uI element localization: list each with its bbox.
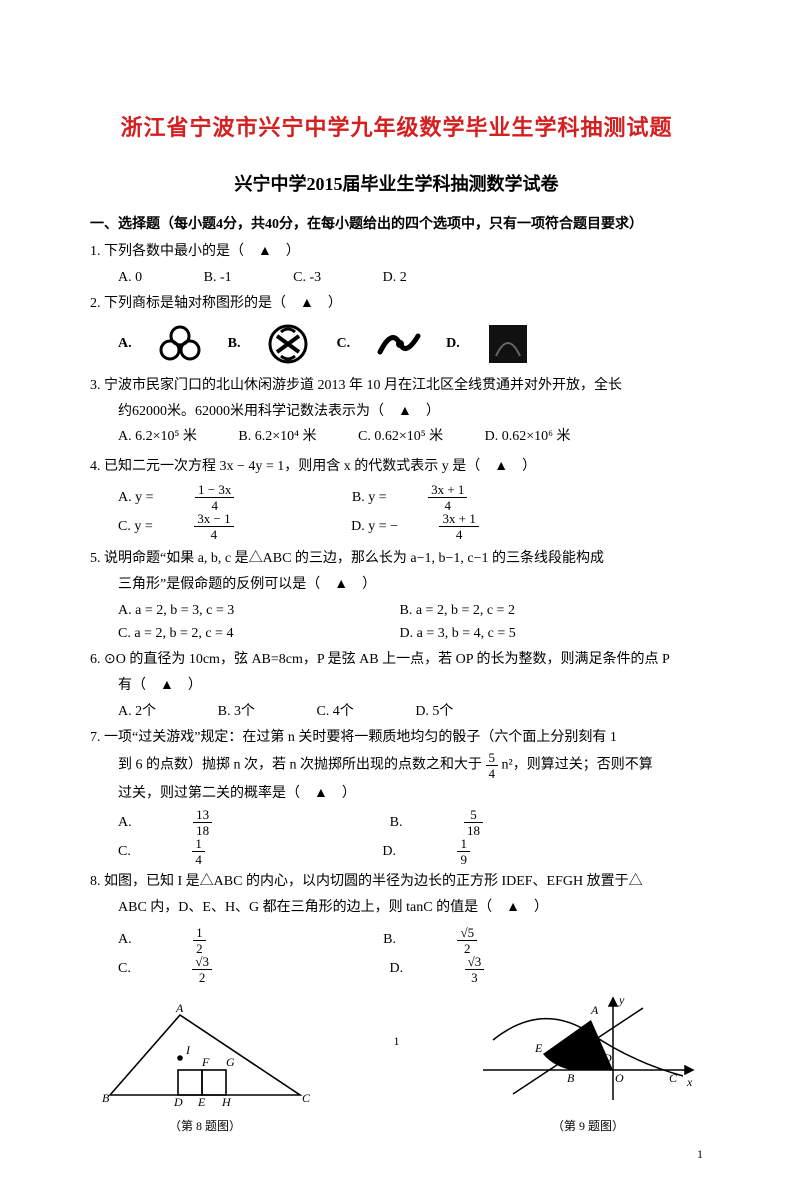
svg-text:C: C — [302, 1091, 311, 1105]
q5-options-row1: A. a = 2, b = 3, c = 3 B. a = 2, b = 2, … — [90, 599, 703, 623]
q2-D-label: D. — [446, 336, 460, 352]
q8-stem1: 8. 如图，已知 I 是△ABC 的内心，以内切圆的半径为边长的正方形 IDEF… — [90, 870, 703, 894]
q4-stem: 4. 已知二元一次方程 3x − 4y = 1，则用含 x 的代数式表示 y 是… — [90, 455, 703, 479]
svg-text:F: F — [201, 1055, 210, 1069]
q8-options: A. 12 B. √52 C. √32 D. √33 — [90, 926, 703, 984]
svg-text:D: D — [602, 1051, 612, 1065]
sub-title: 兴宁中学2015届毕业生学科抽测数学试卷 — [90, 170, 703, 196]
svg-text:B: B — [567, 1071, 575, 1085]
q4-options: A. y = 1 − 3x4 B. y = 3x + 14 C. y = 3x … — [90, 483, 703, 541]
knot-logo-icon — [150, 320, 210, 368]
figure-row: A B C D E H I F G （第 8 题图） — [90, 990, 703, 1134]
q5-stem1: 5. 说明命题“如果 a, b, c 是△ABC 的三边，那么长为 a−1, b… — [90, 547, 703, 571]
q6-B: B. 3个 — [218, 700, 255, 724]
q5-stem2: 三角形”是假命题的反例可以是（ ▲ ） — [90, 573, 703, 597]
q2-B-label: B. — [228, 336, 241, 352]
figure-9: A E B D O C x y （第 9 题图） — [473, 990, 703, 1134]
q7-B: B. 518 — [390, 808, 599, 837]
q4-B: B. y = 3x + 14 — [352, 483, 544, 512]
svg-text:A: A — [590, 1003, 599, 1017]
q6-A: A. 2个 — [118, 700, 156, 724]
figure-8-caption: （第 8 题图） — [90, 1117, 320, 1134]
q7-stem2: 到 6 的点数）抛掷 n 次，若 n 次抛掷所出现的点数之和大于 54 n²，则… — [90, 751, 703, 780]
figure-9-caption: （第 9 题图） — [473, 1117, 703, 1134]
q1-options: A. 0 B. -1 C. -3 D. 2 — [90, 266, 703, 290]
q1-B: B. -1 — [204, 266, 232, 290]
q3-stem2: 约62000米。62000米用科学记数法表示为（ ▲ ） — [90, 400, 703, 424]
svg-text:B: B — [102, 1091, 110, 1105]
q2-C-label: C. — [336, 336, 350, 352]
svg-text:A: A — [175, 1001, 184, 1015]
q7-stem1: 7. 一项“过关游戏”规定：在过第 n 关时要将一颗质地均匀的骰子（六个面上分别… — [90, 726, 703, 750]
q4-A: A. y = 1 − 3x4 — [118, 483, 310, 512]
q1-C: C. -3 — [293, 266, 321, 290]
svg-text:C: C — [669, 1071, 678, 1085]
q7-A: A. 1318 — [118, 808, 328, 837]
figure-8: A B C D E H I F G （第 8 题图） — [90, 1000, 320, 1134]
q5-A: A. a = 2, b = 3, c = 3 — [118, 599, 358, 623]
main-title: 浙江省宁波市兴宁中学九年级数学毕业生学科抽测试题 — [90, 110, 703, 142]
q4-A-pre: A. y = — [118, 486, 154, 510]
q7-options: A. 1318 B. 518 C. 14 D. 19 — [90, 808, 703, 866]
svg-text:I: I — [185, 1043, 191, 1057]
q1-stem: 1. 下列各数中最小的是（ ▲ ） — [90, 240, 703, 264]
svg-text:H: H — [221, 1095, 232, 1109]
svg-text:x: x — [686, 1075, 693, 1089]
q6-D: D. 5个 — [415, 700, 453, 724]
page-number-right: 1 — [697, 1147, 703, 1162]
q2-A-label: A. — [118, 336, 132, 352]
page-number-center: 1 — [394, 1034, 400, 1049]
q2-options: A. B. C. D. — [90, 320, 703, 368]
exam-page: 浙江省宁波市兴宁中学九年级数学毕业生学科抽测试题 兴宁中学2015届毕业生学科抽… — [0, 0, 793, 1194]
q4-B-pre: B. y = — [352, 486, 387, 510]
q1-D: D. 2 — [383, 266, 407, 290]
svg-text:E: E — [534, 1041, 543, 1055]
q4-D-pre: D. y = − — [351, 515, 398, 539]
svg-text:G: G — [226, 1055, 235, 1069]
q5-C: C. a = 2, b = 2, c = 4 — [118, 622, 358, 646]
q5-B: B. a = 2, b = 2, c = 2 — [400, 599, 515, 623]
q6-C: C. 4个 — [316, 700, 353, 724]
section-1-heading: 一、选择题（每小题4分，共40分，在每小题给出的四个选项中，只有一项符合题目要求… — [90, 214, 703, 236]
svg-text:O: O — [615, 1071, 624, 1085]
q6-stem2: 有（ ▲ ） — [90, 674, 703, 698]
svg-text:E: E — [197, 1095, 206, 1109]
svg-text:y: y — [618, 993, 625, 1007]
q7-stem3: 过关，则过第二关的概率是（ ▲ ） — [90, 782, 703, 806]
q3-D: D. 0.62×10⁶ 米 — [485, 425, 571, 449]
q3-C: C. 0.62×10⁵ 米 — [358, 425, 443, 449]
q7-D: D. 19 — [382, 837, 586, 866]
q1-A: A. 0 — [118, 266, 142, 290]
q4-C-pre: C. y = — [118, 515, 153, 539]
q5-D: D. a = 3, b = 4, c = 5 — [400, 622, 516, 646]
q3-B: B. 6.2×10⁴ 米 — [238, 425, 316, 449]
q8-B: B. √52 — [383, 926, 593, 955]
q7-stem2-pre: 到 6 的点数）抛掷 n 次，若 n 次抛掷所出现的点数之和大于 — [118, 758, 486, 773]
q2-stem: 2. 下列商标是轴对称图形的是（ ▲ ） — [90, 292, 703, 316]
q8-C: C. √32 — [118, 955, 328, 984]
q6-options: A. 2个 B. 3个 C. 4个 D. 5个 — [90, 700, 703, 724]
q8-D: D. √33 — [389, 955, 600, 984]
q8-stem2: ABC 内，D、E、H、G 都在三角形的边上，则 tanC 的值是（ ▲ ） — [90, 896, 703, 920]
q7-C: C. 14 — [118, 837, 321, 866]
q7-stem2-post: n²，则算过关；否则不算 — [502, 758, 653, 773]
telecom-logo-icon — [368, 320, 428, 368]
q3-stem1: 3. 宁波市民家门口的北山休闲游步道 2013 年 10 月在江北区全线贯通并对… — [90, 374, 703, 398]
q5-options-row2: C. a = 2, b = 2, c = 4 D. a = 3, b = 4, … — [90, 622, 703, 646]
svg-text:D: D — [173, 1095, 183, 1109]
q4-C: C. y = 3x − 14 — [118, 512, 310, 541]
q3-options: A. 6.2×10⁵ 米 B. 6.2×10⁴ 米 C. 0.62×10⁵ 米 … — [90, 425, 703, 449]
q6-stem1: 6. ⊙O 的直径为 10cm，弦 AB=8cm，P 是弦 AB 上一点，若 O… — [90, 648, 703, 672]
square-logo-icon — [478, 320, 538, 368]
mobile-logo-icon — [258, 320, 318, 368]
q3-A: A. 6.2×10⁵ 米 — [118, 425, 197, 449]
q8-A: A. 12 — [118, 926, 322, 955]
q4-D: D. y = − 3x + 14 — [351, 512, 555, 541]
